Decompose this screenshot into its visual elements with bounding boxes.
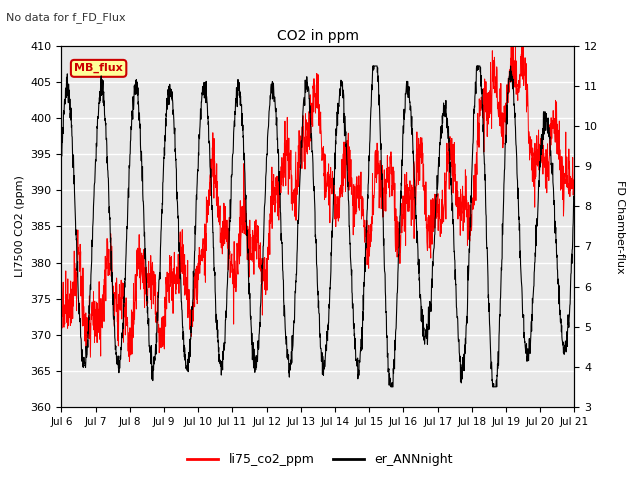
Title: CO2 in ppm: CO2 in ppm [277, 29, 359, 43]
Legend: li75_co2_ppm, er_ANNnight: li75_co2_ppm, er_ANNnight [182, 448, 458, 471]
Y-axis label: LI7500 CO2 (ppm): LI7500 CO2 (ppm) [15, 176, 25, 277]
Text: No data for f_FD_Flux: No data for f_FD_Flux [6, 12, 126, 23]
Y-axis label: FD Chamber-flux: FD Chamber-flux [615, 180, 625, 273]
Text: MB_flux: MB_flux [74, 63, 123, 73]
